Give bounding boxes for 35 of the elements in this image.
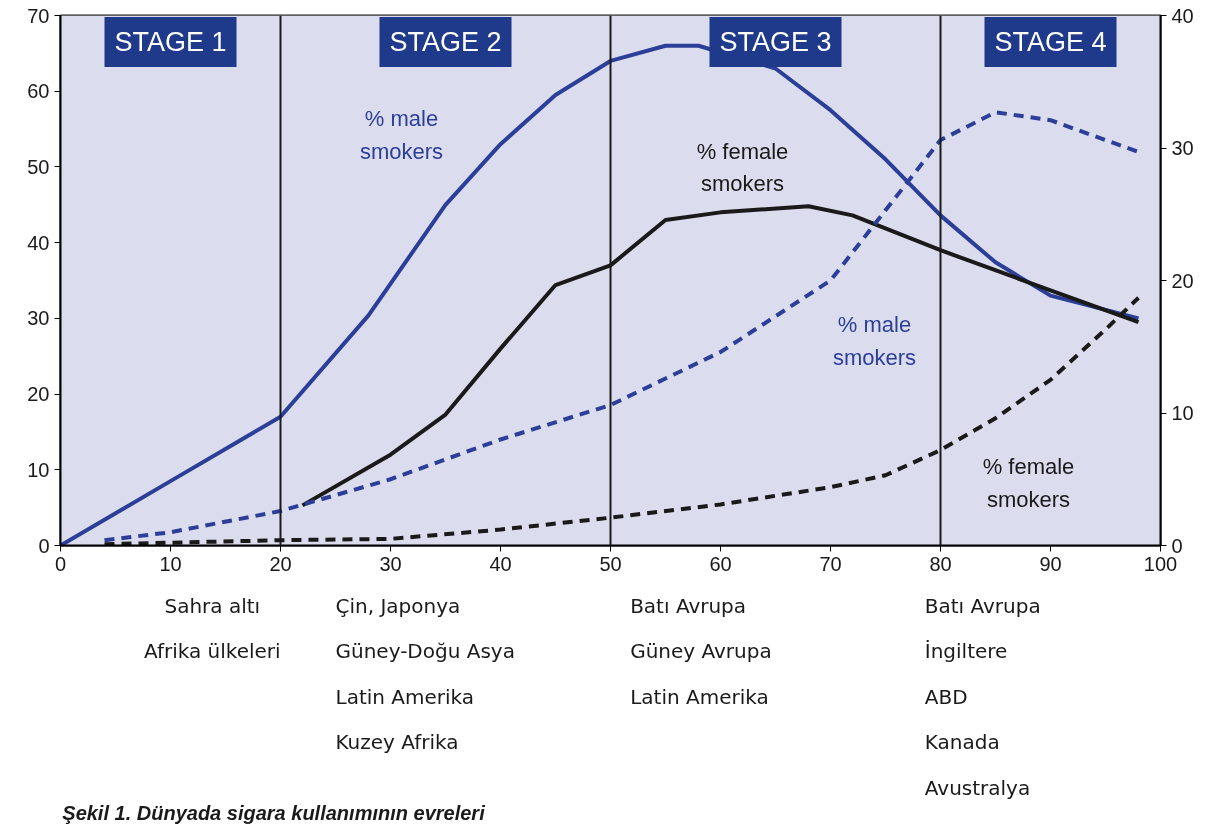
y-tick-label: 40 [27,231,50,254]
x-tick-label: 20 [269,552,292,575]
y2-tick-label: 30 [1171,137,1194,159]
text: Şekil 1. Dünyada sigara kullanımının evreleri [62,801,486,824]
series-label: % female smokers [696,138,789,197]
x-tick-label: 40 [489,552,512,575]
x-tick-label: 80 [929,552,952,575]
y-tick-label: 50 [27,155,50,178]
y-tick-label: 60 [27,80,50,103]
text: Sahra altı Afrika ülkeleri [143,593,281,664]
x-tick-label: 60 [709,552,732,575]
y-tick-label: 0 [38,534,50,557]
text: Batı Avrupa İngiltere ABD Kanada Avustralya [924,593,1041,800]
series-label: % female smokers [982,454,1075,512]
text: Çin, Japonya Güney-Doğu Asya Latin Amerika Kuzey Afrika [335,593,515,755]
y2-tick-label: 20 [1171,269,1194,292]
y-tick-label: 10 [27,458,50,481]
x-tick-label: 0 [54,552,67,575]
band-label: STAGE 3 [719,27,832,57]
y-tick-label: 20 [27,383,50,406]
x-tick-label: 90 [1039,552,1062,575]
series-label: % male smokers [832,312,917,370]
y2-tick-label: 40 [1171,4,1194,27]
x-tick-label: 30 [379,552,402,575]
y-tick-label: 30 [27,307,50,330]
x-tick-label: 50 [599,552,622,575]
band-label: STAGE 4 [994,27,1107,57]
band-label: STAGE 2 [389,27,502,57]
y-tick-label: 70 [27,4,50,27]
text: Batı Avrupa Güney Avrupa Latin Amerika [630,593,772,709]
y2-tick-label: 10 [1171,402,1194,424]
series-label: % male smokers [359,106,444,164]
x-tick-label: 10 [159,552,182,575]
x-tick-label: 70 [819,552,842,575]
band-label: STAGE 1 [114,27,227,57]
